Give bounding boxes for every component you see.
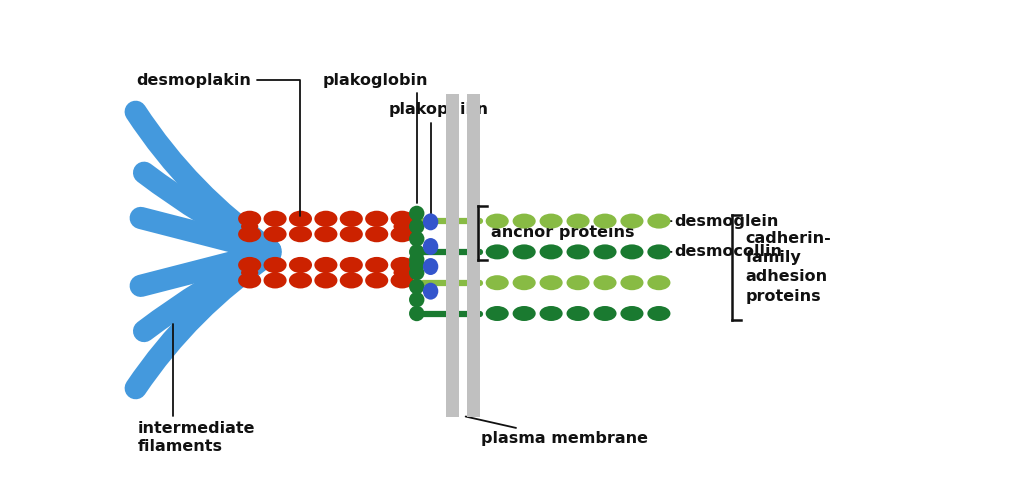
Ellipse shape <box>409 231 424 247</box>
Ellipse shape <box>393 221 411 232</box>
Ellipse shape <box>423 213 438 230</box>
Text: intermediate
filaments: intermediate filaments <box>138 324 256 454</box>
Ellipse shape <box>513 214 536 229</box>
Text: desmoplakin: desmoplakin <box>137 73 299 216</box>
Ellipse shape <box>409 265 424 280</box>
Ellipse shape <box>339 257 363 273</box>
Ellipse shape <box>647 275 670 290</box>
Ellipse shape <box>620 275 644 290</box>
Ellipse shape <box>566 214 590 229</box>
Ellipse shape <box>315 226 337 242</box>
Ellipse shape <box>485 275 509 290</box>
Ellipse shape <box>365 226 388 242</box>
Ellipse shape <box>409 306 424 321</box>
Ellipse shape <box>540 275 563 290</box>
Ellipse shape <box>620 306 644 321</box>
Bar <box>467 94 480 417</box>
Ellipse shape <box>241 221 259 232</box>
Ellipse shape <box>647 306 670 321</box>
Ellipse shape <box>485 245 509 259</box>
Ellipse shape <box>620 214 644 229</box>
Ellipse shape <box>540 245 563 259</box>
Ellipse shape <box>423 258 438 275</box>
Ellipse shape <box>238 226 262 242</box>
Ellipse shape <box>339 211 363 227</box>
Ellipse shape <box>390 226 414 242</box>
Ellipse shape <box>485 214 509 229</box>
Text: desmoglein: desmoglein <box>670 214 779 229</box>
Text: plakophilin: plakophilin <box>388 102 489 214</box>
Ellipse shape <box>365 211 388 227</box>
Ellipse shape <box>594 275 616 290</box>
Ellipse shape <box>409 252 424 267</box>
Text: plasma membrane: plasma membrane <box>466 416 648 446</box>
Ellipse shape <box>264 226 286 242</box>
Ellipse shape <box>393 268 411 278</box>
Ellipse shape <box>390 272 414 289</box>
Ellipse shape <box>339 272 363 289</box>
Ellipse shape <box>540 214 563 229</box>
Ellipse shape <box>409 244 424 259</box>
Ellipse shape <box>315 257 337 273</box>
Ellipse shape <box>238 272 262 289</box>
Text: plakoglobin: plakoglobin <box>323 73 428 203</box>
Ellipse shape <box>315 272 337 289</box>
Ellipse shape <box>540 306 563 321</box>
Ellipse shape <box>409 206 424 221</box>
Ellipse shape <box>513 275 536 290</box>
Ellipse shape <box>339 226 363 242</box>
Text: anchor proteins: anchor proteins <box>491 225 635 240</box>
Ellipse shape <box>365 257 388 273</box>
Ellipse shape <box>289 211 312 227</box>
Ellipse shape <box>566 245 590 259</box>
Ellipse shape <box>264 272 286 289</box>
Ellipse shape <box>513 245 536 259</box>
Ellipse shape <box>485 306 509 321</box>
Ellipse shape <box>594 214 616 229</box>
Ellipse shape <box>409 279 424 294</box>
Ellipse shape <box>566 306 590 321</box>
Ellipse shape <box>409 257 424 273</box>
Ellipse shape <box>409 292 424 307</box>
Ellipse shape <box>390 257 414 273</box>
Ellipse shape <box>264 211 286 227</box>
Ellipse shape <box>238 211 262 227</box>
Ellipse shape <box>594 245 616 259</box>
Text: cadherin-
family
adhesion
proteins: cadherin- family adhesion proteins <box>745 231 831 303</box>
Ellipse shape <box>620 245 644 259</box>
Ellipse shape <box>594 306 616 321</box>
Ellipse shape <box>423 238 438 255</box>
Ellipse shape <box>423 283 438 299</box>
Ellipse shape <box>241 268 259 278</box>
Ellipse shape <box>647 214 670 229</box>
Ellipse shape <box>409 219 424 234</box>
Ellipse shape <box>390 211 414 227</box>
Ellipse shape <box>566 275 590 290</box>
Text: desmocollin: desmocollin <box>670 245 782 259</box>
Ellipse shape <box>289 257 312 273</box>
Ellipse shape <box>315 211 337 227</box>
Ellipse shape <box>264 257 286 273</box>
Ellipse shape <box>289 272 312 289</box>
Ellipse shape <box>238 257 262 273</box>
Ellipse shape <box>365 272 388 289</box>
Bar <box>446 94 459 417</box>
Ellipse shape <box>289 226 312 242</box>
Ellipse shape <box>513 306 536 321</box>
Ellipse shape <box>647 245 670 259</box>
